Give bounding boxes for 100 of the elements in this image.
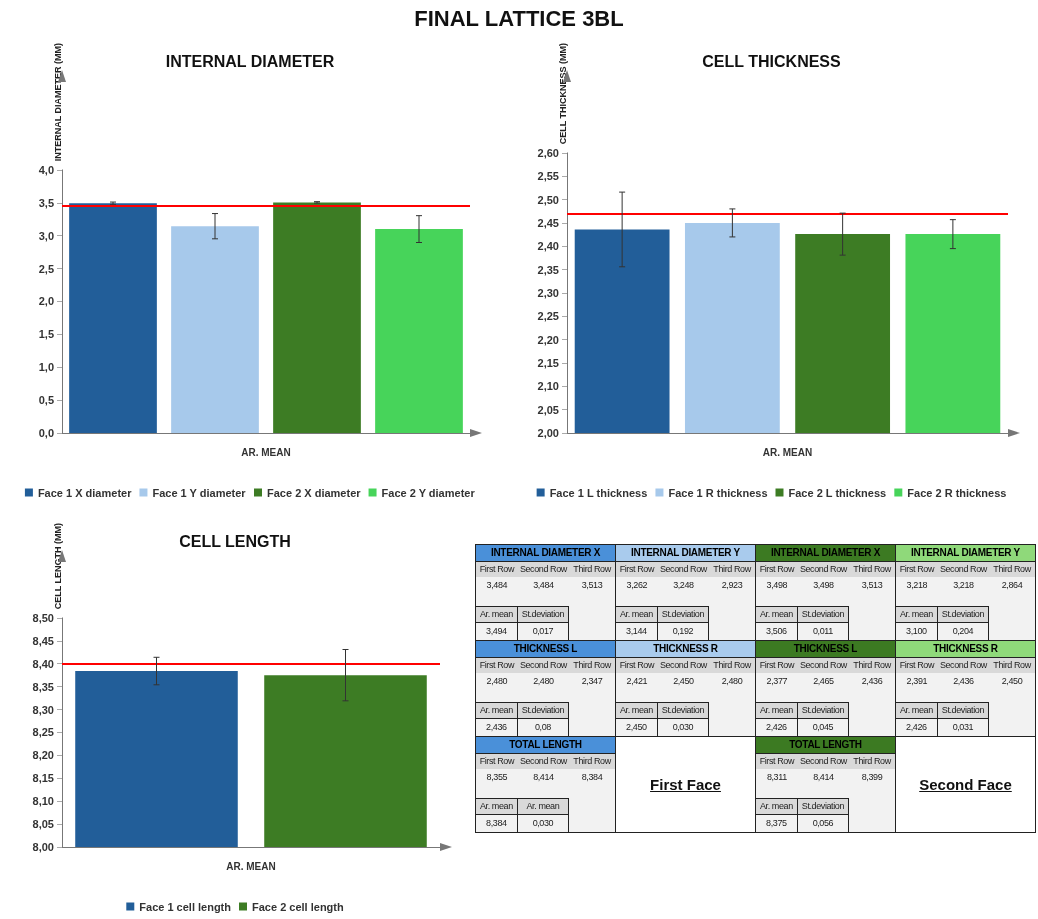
y-tick-label: 2,50 [537,193,559,206]
y-tick-label: 1,0 [38,361,54,374]
text: 8,355 [486,772,508,782]
text: 2,480 [486,676,508,686]
text: 8,414 [813,772,834,782]
text: St.deviation [941,609,985,619]
text: St.deviation [521,705,565,715]
text: Ar. mean [759,609,793,619]
y-tick-label: 2,30 [537,286,559,299]
bar [273,202,361,433]
text: 0,031 [952,722,974,732]
y-tick-label: 2,55 [537,170,559,183]
text: First Row [619,660,655,670]
text: First Row [899,564,935,574]
text: Second Row [519,660,567,670]
text: Third Row [853,564,891,574]
text: Second Row [519,756,567,766]
text: Third Row [573,756,611,766]
text: 2,465 [813,676,834,686]
text: Second Row [659,660,707,670]
y-tick-label: 8,15 [32,772,54,785]
text: 0,030 [532,818,554,828]
text: Ar. mean [479,801,513,811]
y-axis-title: CELL LENGTH (MM) [52,523,63,610]
text: INTERNAL DIAMETER Y [911,547,1020,558]
y-tick-label: 2,5 [38,262,54,275]
text: 3,513 [581,580,603,590]
text: Ar. mean [759,705,793,715]
text: THICKNESS L [513,643,578,654]
text: Ar. mean [479,705,513,715]
text: Ar. mean [899,705,933,715]
text: THICKNESS R [933,643,998,654]
text: 3,484 [486,580,508,590]
text: St.deviation [801,609,845,619]
legend-label: Face 2 Y diameter [381,486,476,499]
text: Third Row [713,564,751,574]
text: 2,421 [626,676,648,686]
text: 2,426 [766,722,787,732]
text: First Row [479,756,515,766]
text: 3,498 [766,580,788,590]
y-tick-label: 3,5 [38,196,54,209]
text: St.deviation [661,705,705,715]
legend-label: Face 2 L thickness [788,486,887,499]
y-tick-label: 4,0 [38,163,54,176]
text: 0,204 [952,626,974,636]
text: Third Row [993,564,1031,574]
text: TOTAL LENGTH [509,739,582,750]
text: Second Row [799,564,847,574]
y-tick-label: 8,35 [32,680,54,693]
legend-label: Face 1 X diameter [37,486,133,499]
text: 3,494 [486,626,507,636]
text: Ar. mean [619,609,653,619]
text: 2,480 [533,676,554,686]
x-axis-title: AR. MEAN [762,446,813,458]
text: 3,513 [861,580,883,590]
text: 3,100 [906,626,927,636]
y-tick-label: 0,0 [38,427,54,439]
text: 3,248 [673,580,694,590]
text: 2,450 [673,676,694,686]
text: 2,436 [486,722,507,732]
text: 0,056 [812,818,834,828]
chart-subtitle: INTERNAL DIAMETER [165,52,335,70]
x-axis-title: AR. MEAN [226,860,276,872]
y-tick-label: 8,30 [32,703,54,716]
y-tick-label: 8,05 [32,818,54,831]
text: INTERNAL DIAMETER X [770,547,881,558]
text: Second Row [659,564,707,574]
text: 2,450 [626,722,647,732]
legend-label: Face 1 cell length [139,900,232,913]
text: 2,450 [1001,676,1023,686]
text: 0,017 [532,626,554,636]
y-tick-label: 2,05 [537,403,559,416]
text: 0,045 [812,722,834,732]
text: First Row [619,564,655,574]
y-tick-label: 3,0 [38,229,54,242]
legend-label: Face 2 X diameter [267,486,362,499]
text: Third Row [853,756,891,766]
text: Second Row [939,564,987,574]
text: St.deviation [661,609,705,619]
text: First Row [759,756,795,766]
text: St.deviation [801,705,845,715]
y-tick-label: 2,35 [537,263,559,276]
y-tick-label: 2,20 [537,333,559,346]
text: Second Face [919,776,1012,793]
text: 8,375 [766,818,787,828]
text: Ar. mean [619,705,653,715]
y-tick-label: 8,10 [32,795,54,808]
text: 2,436 [953,676,974,686]
text: 0,192 [672,626,694,636]
text: 3,144 [626,626,647,636]
legend-label: Face 1 Y diameter [152,486,247,499]
bar [171,226,259,433]
text: First Row [479,564,515,574]
y-tick-label: 2,0 [38,295,54,308]
y-tick-label: 8,25 [32,726,54,739]
text: Ar. mean [759,801,793,811]
text: 8,399 [861,772,883,782]
text: 3,484 [533,580,554,590]
text: Second Row [799,660,847,670]
text: 3,218 [906,580,928,590]
